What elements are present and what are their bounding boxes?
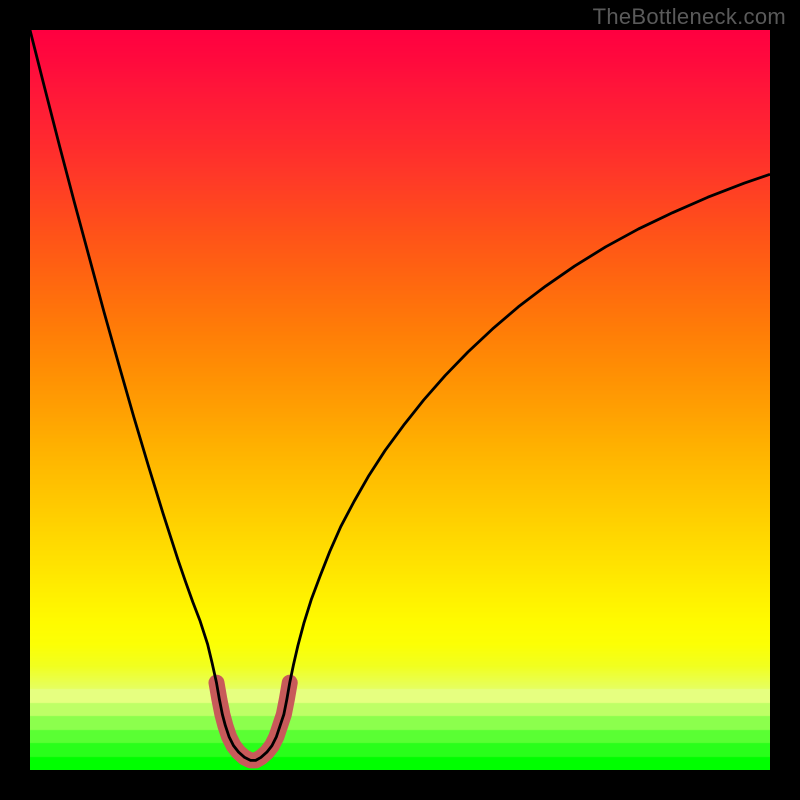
plot-area xyxy=(30,30,770,770)
curve-highlight-segment xyxy=(216,683,289,761)
watermark-text: TheBottleneck.com xyxy=(593,4,786,30)
bottleneck-curve xyxy=(30,30,770,760)
curve-overlay xyxy=(30,30,770,770)
chart-stage: TheBottleneck.com xyxy=(0,0,800,800)
